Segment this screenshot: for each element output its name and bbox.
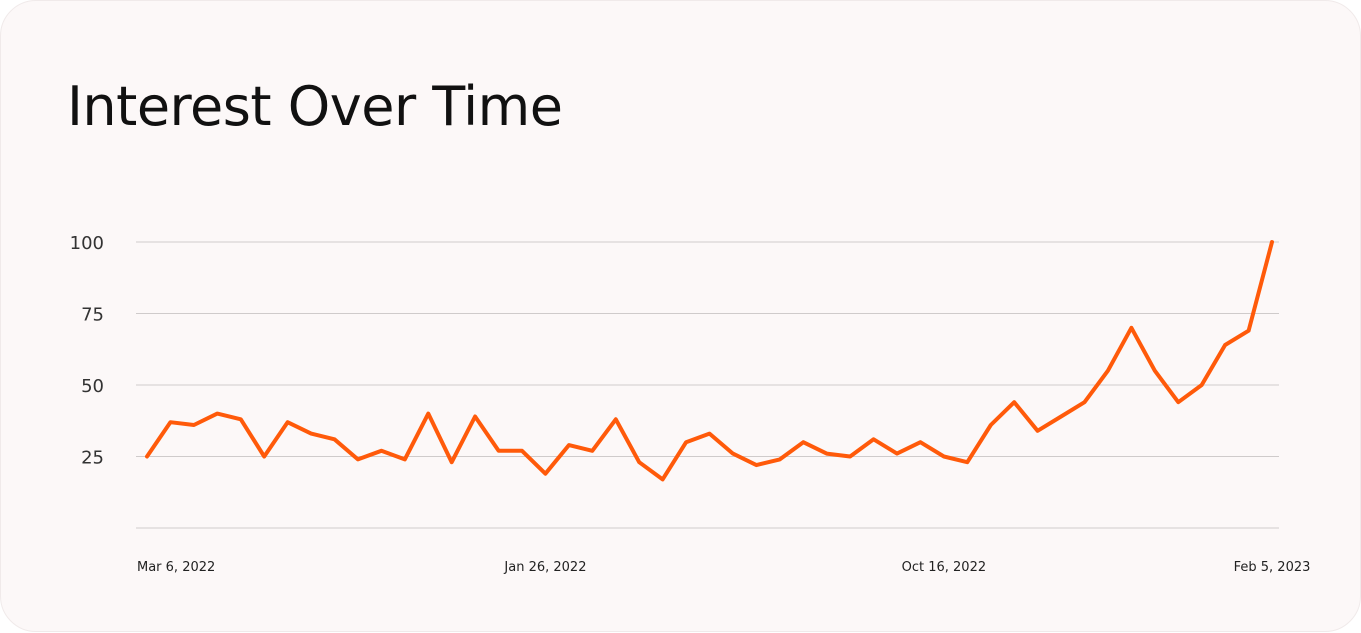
y-axis-ticks: 100 75 50 25 [70, 233, 104, 469]
series-line [145, 240, 1274, 482]
chart-title: Interest Over Time [67, 75, 563, 138]
y-tick-label: 50 [81, 376, 104, 397]
y-tick-label: 100 [70, 233, 104, 254]
x-tick-label: Mar 6, 2022 [137, 560, 215, 575]
y-tick-label: 25 [81, 448, 104, 469]
x-tick-label: Jan 26, 2022 [503, 560, 586, 575]
x-tick-label: Oct 16, 2022 [902, 560, 987, 575]
y-tick-label: 75 [81, 305, 104, 326]
x-tick-label: Feb 5, 2023 [1234, 560, 1311, 575]
x-axis-ticks: Mar 6, 2022 Jan 26, 2022 Oct 16, 2022 Feb 5… [137, 560, 1310, 575]
series-group [145, 240, 1274, 482]
grid-lines [136, 241, 1279, 529]
